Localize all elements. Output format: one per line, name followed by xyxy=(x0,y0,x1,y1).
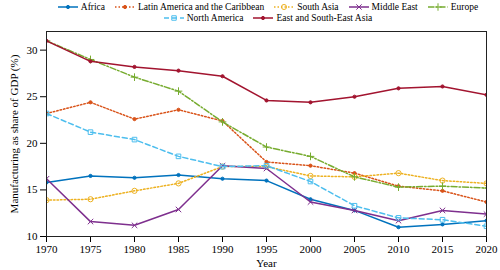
html-text:North America: North America xyxy=(186,13,244,23)
svg-text:1970: 1970 xyxy=(36,243,59,255)
svg-text:2015: 2015 xyxy=(432,243,455,255)
html-text:Africa: Africa xyxy=(80,2,105,12)
svg-text:2010: 2010 xyxy=(388,243,411,255)
svg-text:2020: 2020 xyxy=(476,243,499,255)
svg-text:2000: 2000 xyxy=(300,243,323,255)
svg-text:Manufacturing as share of GDP: Manufacturing as share of GDP (%) xyxy=(8,54,21,213)
html-text:Middle East: Middle East xyxy=(371,2,418,12)
svg-text:1985: 1985 xyxy=(168,243,191,255)
svg-text:1990: 1990 xyxy=(212,243,235,255)
html-text:Latin America and the Caribbea: Latin America and the Caribbean xyxy=(138,2,265,12)
svg-text:25: 25 xyxy=(27,90,39,102)
svg-text:2005: 2005 xyxy=(344,243,367,255)
svg-text:20: 20 xyxy=(27,137,39,149)
svg-text:30: 30 xyxy=(27,44,39,56)
html-text:South Asia: South Asia xyxy=(297,2,339,12)
svg-text:Year: Year xyxy=(256,257,277,269)
svg-text:1975: 1975 xyxy=(80,243,103,255)
html-text:East and South-East Asia: East and South-East Asia xyxy=(276,13,373,23)
svg-text:1980: 1980 xyxy=(124,243,147,255)
html-text:Europe: Europe xyxy=(450,2,479,12)
svg-text:1995: 1995 xyxy=(256,243,279,255)
svg-text:15: 15 xyxy=(27,183,39,195)
svg-text:10: 10 xyxy=(27,230,39,242)
